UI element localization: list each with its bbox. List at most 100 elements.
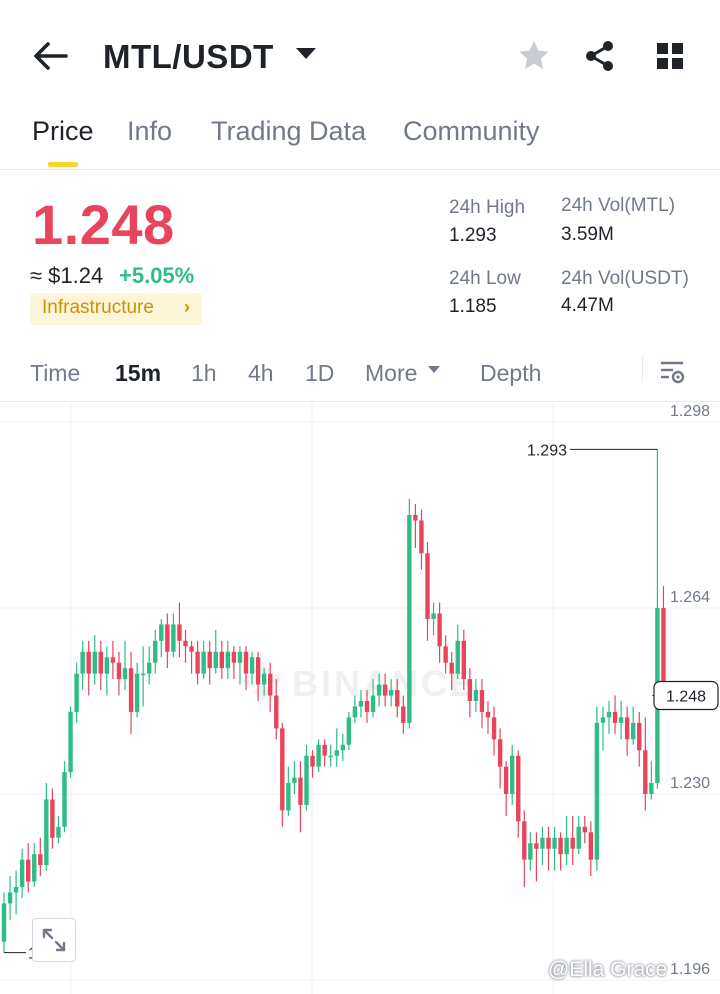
active-tab-indicator [48,162,78,167]
vol-base-value: 3.59M [561,224,614,245]
chevron-down-icon[interactable] [296,48,316,59]
candle-body [612,711,618,723]
candle-body [364,701,370,712]
fiat-price: ≈ $1.24 [30,263,104,288]
section-tabs: Price Info Trading Data Community [0,112,720,170]
star-icon[interactable] [516,38,552,74]
low-value: 1.185 [449,296,497,317]
candle-body [219,651,224,669]
candle-body [86,651,91,674]
interval-more[interactable]: More [365,360,418,386]
candle-body [304,755,309,805]
tab-price[interactable]: Price [32,116,94,146]
high-value: 1.293 [449,225,497,246]
candle-body [485,711,491,718]
pair-title[interactable]: MTL/USDT [103,38,274,75]
candle-body [382,684,388,696]
last-price-label: 1.248 [666,689,706,706]
candle-body [98,651,103,674]
chevron-right-icon: › [184,297,190,317]
candle-body [582,826,587,833]
candle-body [346,717,352,745]
candle-body [322,744,327,756]
last-price: 1.248 [32,193,175,256]
high-label: 24h High [449,197,526,218]
low-label: 24h Low [449,268,521,289]
max-price-label: 1.293 [527,442,567,459]
candle-body [38,854,43,866]
top-bar: MTL/USDT [0,0,720,110]
candle-body [455,640,460,674]
candle-body [540,837,545,849]
candle-body [425,553,430,619]
interval-4h[interactable]: 4h [248,360,274,386]
candle-body [431,613,436,619]
tab-info[interactable]: Info [127,116,173,146]
candle-body [316,744,321,767]
caret-down-icon[interactable] [428,366,440,373]
candle-body [1,903,7,942]
candle-body [122,668,128,680]
interval-depth[interactable]: Depth [480,360,542,386]
candle-body [631,722,636,740]
candle-body [600,717,606,723]
candle-body [292,777,297,784]
category-tag-label: Infrastructure [42,297,154,318]
candle-body [207,651,212,669]
candle-body [225,651,231,669]
category-tag[interactable]: Infrastructure › [30,293,202,325]
candle-body [334,750,339,756]
candle-body [249,657,255,674]
interval-time[interactable]: Time [30,360,81,386]
candle-body [298,777,303,805]
candle-body [618,717,624,723]
candle-body [195,651,200,674]
candle-body [661,608,666,696]
candle-body [140,673,146,676]
candle-body [413,515,418,521]
tab-community[interactable]: Community [403,116,540,146]
candle-body [19,859,25,887]
candle-body [649,783,654,794]
candle-body [473,690,479,701]
candle-body [92,651,97,674]
candle-body [558,837,563,855]
interval-1h[interactable]: 1h [191,360,217,386]
interval-15m[interactable]: 15m [115,360,162,386]
candle-body [147,662,152,674]
vol-quote-label: 24h Vol(USDT) [561,268,689,289]
candle-body [395,690,400,707]
y-tick-label: 1.230 [670,775,710,792]
chart-settings-icon[interactable] [658,358,686,386]
grid-icon[interactable] [652,38,688,74]
candle-body [643,750,648,794]
candle-body [243,651,249,674]
candle-body [110,657,116,663]
candle-body [134,673,140,712]
candle-body [13,887,19,893]
back-arrow-icon[interactable] [32,40,68,72]
credit-watermark: @Ella Grace [548,958,668,981]
y-tick-label: 1.264 [670,589,710,606]
candle-body [576,826,581,849]
candle-body [50,799,55,838]
candle-body [274,695,279,729]
tab-trading-data[interactable]: Trading Data [211,116,367,146]
candle-body [522,821,527,860]
candle-body [177,624,182,641]
vol-base-label: 24h Vol(MTL) [561,195,676,216]
share-icon[interactable] [582,38,618,74]
divider [642,356,643,382]
candle-body [503,766,509,794]
candle-body [352,706,358,718]
candle-body [44,799,49,866]
expand-button[interactable] [32,918,76,962]
candle-body [32,854,37,882]
interval-1d[interactable]: 1D [305,360,335,386]
candle-body [594,722,600,860]
chart-grid [0,402,720,994]
candle-body [286,783,291,811]
candle-body [570,837,575,849]
candle-body [461,640,466,680]
